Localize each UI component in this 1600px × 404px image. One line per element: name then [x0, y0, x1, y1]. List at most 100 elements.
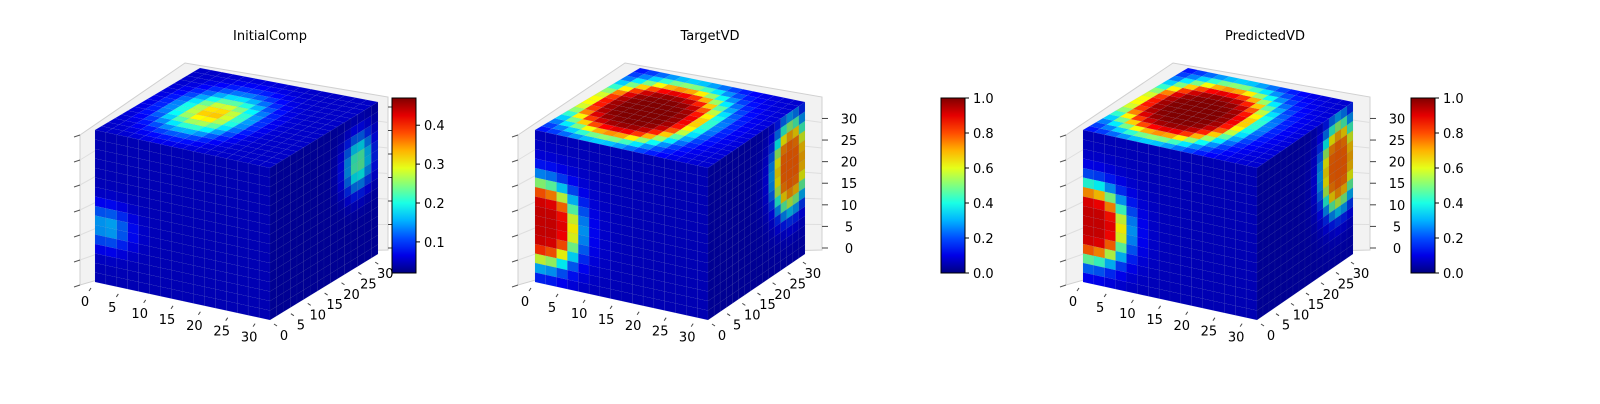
- colorbar-tick-label: 1.0: [1443, 92, 1464, 107]
- y-tick-mark: [742, 302, 746, 306]
- colorbar-tick-label: 1.0: [973, 92, 994, 107]
- colorbar-tick-label: 0.1: [424, 236, 445, 251]
- x-tick-label: 5: [1096, 301, 1104, 316]
- y-tick-mark: [1350, 261, 1355, 265]
- cube-face-top: [1082, 67, 1354, 169]
- left-tick-mark: [73, 259, 81, 263]
- x-tick-mark: [115, 293, 119, 298]
- x-tick-label: 15: [159, 313, 176, 328]
- y-tick-mark: [787, 272, 792, 275]
- y-tick-label: 0: [1267, 329, 1275, 344]
- left-tick-mark: [73, 234, 81, 238]
- left-tick-mark: [1059, 134, 1067, 138]
- x-tick-label: 30: [1228, 331, 1245, 346]
- x-tick-mark: [1130, 299, 1134, 304]
- colorbar-tick-label: 0.3: [424, 158, 445, 173]
- y-tick-label: 30: [805, 267, 822, 282]
- y-tick-label: 15: [326, 298, 343, 313]
- x-tick-mark: [1076, 287, 1080, 292]
- z-tick-label: 20: [1389, 156, 1406, 171]
- x-tick-label: 15: [1146, 313, 1163, 328]
- y-tick-mark: [726, 313, 731, 317]
- z-tick-label: 15: [841, 177, 858, 192]
- z-tick-label: 20: [841, 156, 858, 171]
- cube-face-front: [534, 129, 709, 321]
- x-tick-mark: [88, 287, 92, 292]
- colorbar-tick-label: 0.2: [424, 197, 445, 212]
- colorbar-tick-label: 0.0: [973, 267, 994, 282]
- x-tick-label: 10: [131, 307, 148, 322]
- z-tick-label: 25: [1389, 134, 1406, 149]
- y-tick-mark: [802, 261, 807, 265]
- x-tick-label: 15: [598, 313, 615, 328]
- left-tick-mark: [1059, 259, 1067, 263]
- y-tick-label: 0: [280, 329, 288, 344]
- y-tick-mark: [757, 292, 761, 296]
- left-tick-mark: [511, 284, 519, 288]
- y-tick-mark: [374, 261, 379, 265]
- x-tick-mark: [1212, 317, 1216, 321]
- left-tick-mark: [511, 134, 519, 138]
- cube-face-right: [707, 101, 806, 321]
- y-tick-mark: [324, 292, 328, 296]
- y-tick-mark: [1335, 272, 1340, 275]
- x-tick-mark: [663, 317, 667, 321]
- x-tick-label: 10: [1119, 307, 1136, 322]
- x-tick-mark: [1239, 323, 1243, 327]
- z-tick-label: 5: [1393, 220, 1401, 235]
- y-tick-label: 20: [774, 288, 791, 303]
- colorbar-tick-label: 0.2: [1443, 232, 1464, 247]
- x-tick-mark: [528, 287, 532, 292]
- left-tick-mark: [1059, 184, 1067, 188]
- cube-face-front: [94, 129, 271, 321]
- left-tick-mark: [511, 184, 519, 188]
- chart-title: PredictedVD: [1225, 29, 1305, 44]
- y-tick-mark: [1305, 292, 1310, 296]
- x-tick-label: 5: [548, 301, 556, 316]
- colorbar-tick-label: 0.4: [424, 119, 445, 134]
- x-tick-label: 30: [679, 331, 696, 346]
- z-tick-label: 10: [1389, 199, 1406, 214]
- left-tick-mark: [1059, 159, 1067, 163]
- x-tick-mark: [609, 305, 613, 310]
- x-tick-mark: [143, 299, 147, 304]
- left-tick-mark: [73, 134, 81, 138]
- z-tick-label: 30: [841, 112, 858, 127]
- y-tick-label: 5: [297, 319, 305, 334]
- z-tick-label: 30: [1389, 112, 1406, 127]
- colorbar-tick-label: 0.4: [1443, 197, 1464, 212]
- z-tick-label: 0: [845, 242, 853, 257]
- left-tick-mark: [73, 184, 81, 188]
- x-tick-label: 20: [625, 319, 642, 334]
- z-tick-label: 10: [841, 199, 858, 214]
- x-tick-mark: [170, 305, 174, 310]
- y-tick-label: 5: [1282, 319, 1290, 334]
- x-tick-mark: [555, 293, 559, 298]
- x-tick-mark: [197, 311, 201, 316]
- left-tick-mark: [511, 159, 519, 163]
- left-tick-mark: [73, 159, 81, 163]
- y-tick-label: 25: [790, 277, 807, 292]
- x-tick-mark: [1185, 311, 1189, 316]
- face-shade: [270, 102, 378, 320]
- left-tick-mark: [1059, 284, 1067, 288]
- x-tick-label: 25: [213, 325, 230, 340]
- y-tick-label: 30: [377, 267, 394, 282]
- colorbar-tick-label: 0.0: [1443, 267, 1464, 282]
- y-tick-mark: [1275, 313, 1280, 317]
- x-tick-label: 20: [186, 319, 203, 334]
- panel-targetvd: TargetVD 0 5 10 15 20 25 30 0510152025300510152…: [511, 29, 994, 346]
- chart-title: TargetVD: [679, 29, 739, 44]
- y-tick-mark: [772, 282, 776, 286]
- y-tick-label: 5: [733, 319, 741, 334]
- z-tick-label: 25: [841, 134, 858, 149]
- y-tick-label: 30: [1353, 267, 1370, 282]
- x-tick-label: 25: [1201, 325, 1218, 340]
- x-tick-mark: [1158, 305, 1161, 310]
- face-shade: [535, 130, 708, 320]
- x-tick-mark: [636, 311, 640, 316]
- colorbar-tick-label: 0.8: [973, 127, 994, 142]
